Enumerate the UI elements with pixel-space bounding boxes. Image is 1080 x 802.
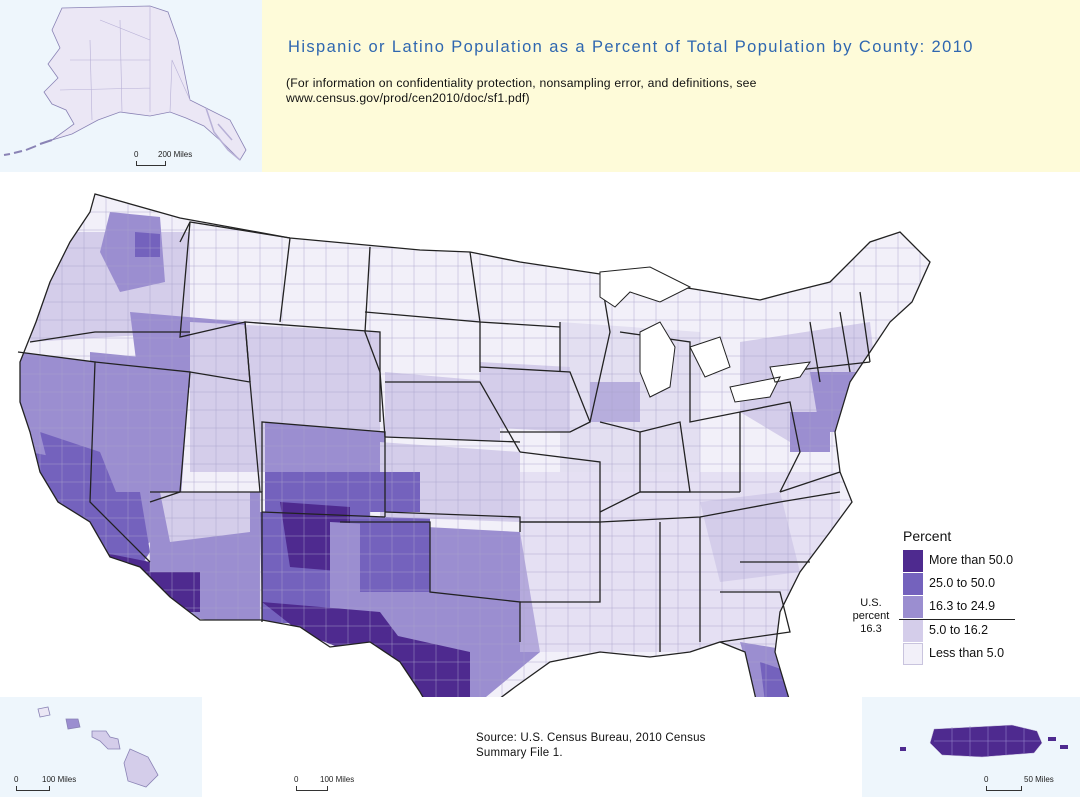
hawaii-scale-zero: 0	[14, 775, 19, 784]
oahu	[65, 718, 81, 730]
big-island	[123, 748, 159, 788]
alaska-scale-distance: 200 Miles	[158, 150, 193, 159]
legend-label-5: Less than 5.0	[929, 646, 1005, 660]
source-line1: Source: U.S. Census Bureau, 2010 Census	[476, 732, 706, 744]
puerto-rico-inset: 0 50 Miles	[862, 697, 1080, 797]
legend-title: Percent	[903, 528, 952, 544]
us-percent-line2: percent	[852, 610, 890, 622]
puerto-rico-scale-bar	[986, 786, 1022, 791]
alaska-scale-zero: 0	[134, 150, 139, 159]
region-arizona-north	[160, 492, 250, 542]
hawaii-scale-distance: 100 Miles	[42, 775, 77, 784]
legend-label-1: More than 50.0	[929, 553, 1014, 567]
region-arizona-south	[150, 572, 200, 612]
map-note: (For information on confidentiality prot…	[286, 76, 926, 106]
legend-swatch-2	[903, 573, 923, 595]
region-nebraska	[385, 372, 500, 442]
alaska-shape	[43, 5, 247, 161]
puerto-rico-islands	[900, 737, 1068, 751]
kauai	[37, 706, 51, 718]
us-percent-marker: U.S. percent 16.3	[845, 597, 897, 636]
region-texas-panhandle	[360, 517, 430, 592]
region-midwest-light	[560, 322, 700, 472]
map-title: Hispanic or Latino Population as a Perce…	[288, 38, 974, 56]
puerto-rico-map	[900, 724, 1068, 758]
legend-swatch-1	[903, 550, 923, 572]
alaska-panhandle	[205, 107, 241, 161]
us-percent-line	[899, 619, 1015, 620]
legend-swatch-5	[903, 643, 923, 665]
map-note-line2: www.census.gov/prod/cen2010/doc/sf1.pdf)	[286, 91, 530, 105]
legend-swatch-3	[903, 596, 923, 618]
region-yakima	[135, 232, 160, 257]
contiguous-us-map	[17, 193, 931, 697]
legend-swatch-4	[903, 620, 923, 642]
hawaii-inset: 0 100 Miles	[0, 697, 202, 797]
aleutian-islands	[3, 139, 53, 156]
source-note: Source: U.S. Census Bureau, 2010 Census …	[476, 731, 706, 761]
region-washington-central	[100, 212, 165, 292]
mainland-scale-zero: 0	[294, 775, 299, 784]
alaska-boroughs	[59, 6, 191, 121]
region-california-south	[30, 452, 150, 582]
us-percent-value: 16.3	[860, 623, 882, 635]
legend-label-4: 5.0 to 16.2	[929, 623, 989, 637]
puerto-rico-scale-distance: 50 Miles	[1024, 775, 1054, 784]
puerto-rico-scale-zero: 0	[984, 775, 989, 784]
hawaii-scale-bar	[16, 786, 50, 791]
alaska-map	[3, 5, 247, 161]
state-boundaries	[17, 193, 931, 697]
puerto-rico-municipios	[934, 725, 1040, 757]
source-line2: Summary File 1.	[476, 747, 563, 759]
mainland-scale-distance: 100 Miles	[320, 775, 355, 784]
alaska-inset: 0 200 Miles	[0, 0, 262, 172]
us-percent-line1: U.S.	[860, 597, 882, 609]
region-iowa	[480, 362, 570, 432]
hawaii-map	[37, 706, 159, 788]
alaska-scale-bar	[136, 161, 166, 166]
molokai-maui	[91, 730, 121, 750]
region-georgia-nc	[700, 492, 800, 582]
great-lakes	[599, 266, 812, 403]
legend-label-3: 16.3 to 24.9	[929, 599, 996, 613]
region-florida-central	[760, 662, 790, 697]
title-panel: Hispanic or Latino Population as a Perce…	[262, 0, 1080, 172]
mainland-scale-bar	[296, 786, 328, 791]
legend-label-2: 25.0 to 50.0	[929, 576, 996, 590]
map-note-line1: (For information on confidentiality prot…	[286, 76, 757, 90]
